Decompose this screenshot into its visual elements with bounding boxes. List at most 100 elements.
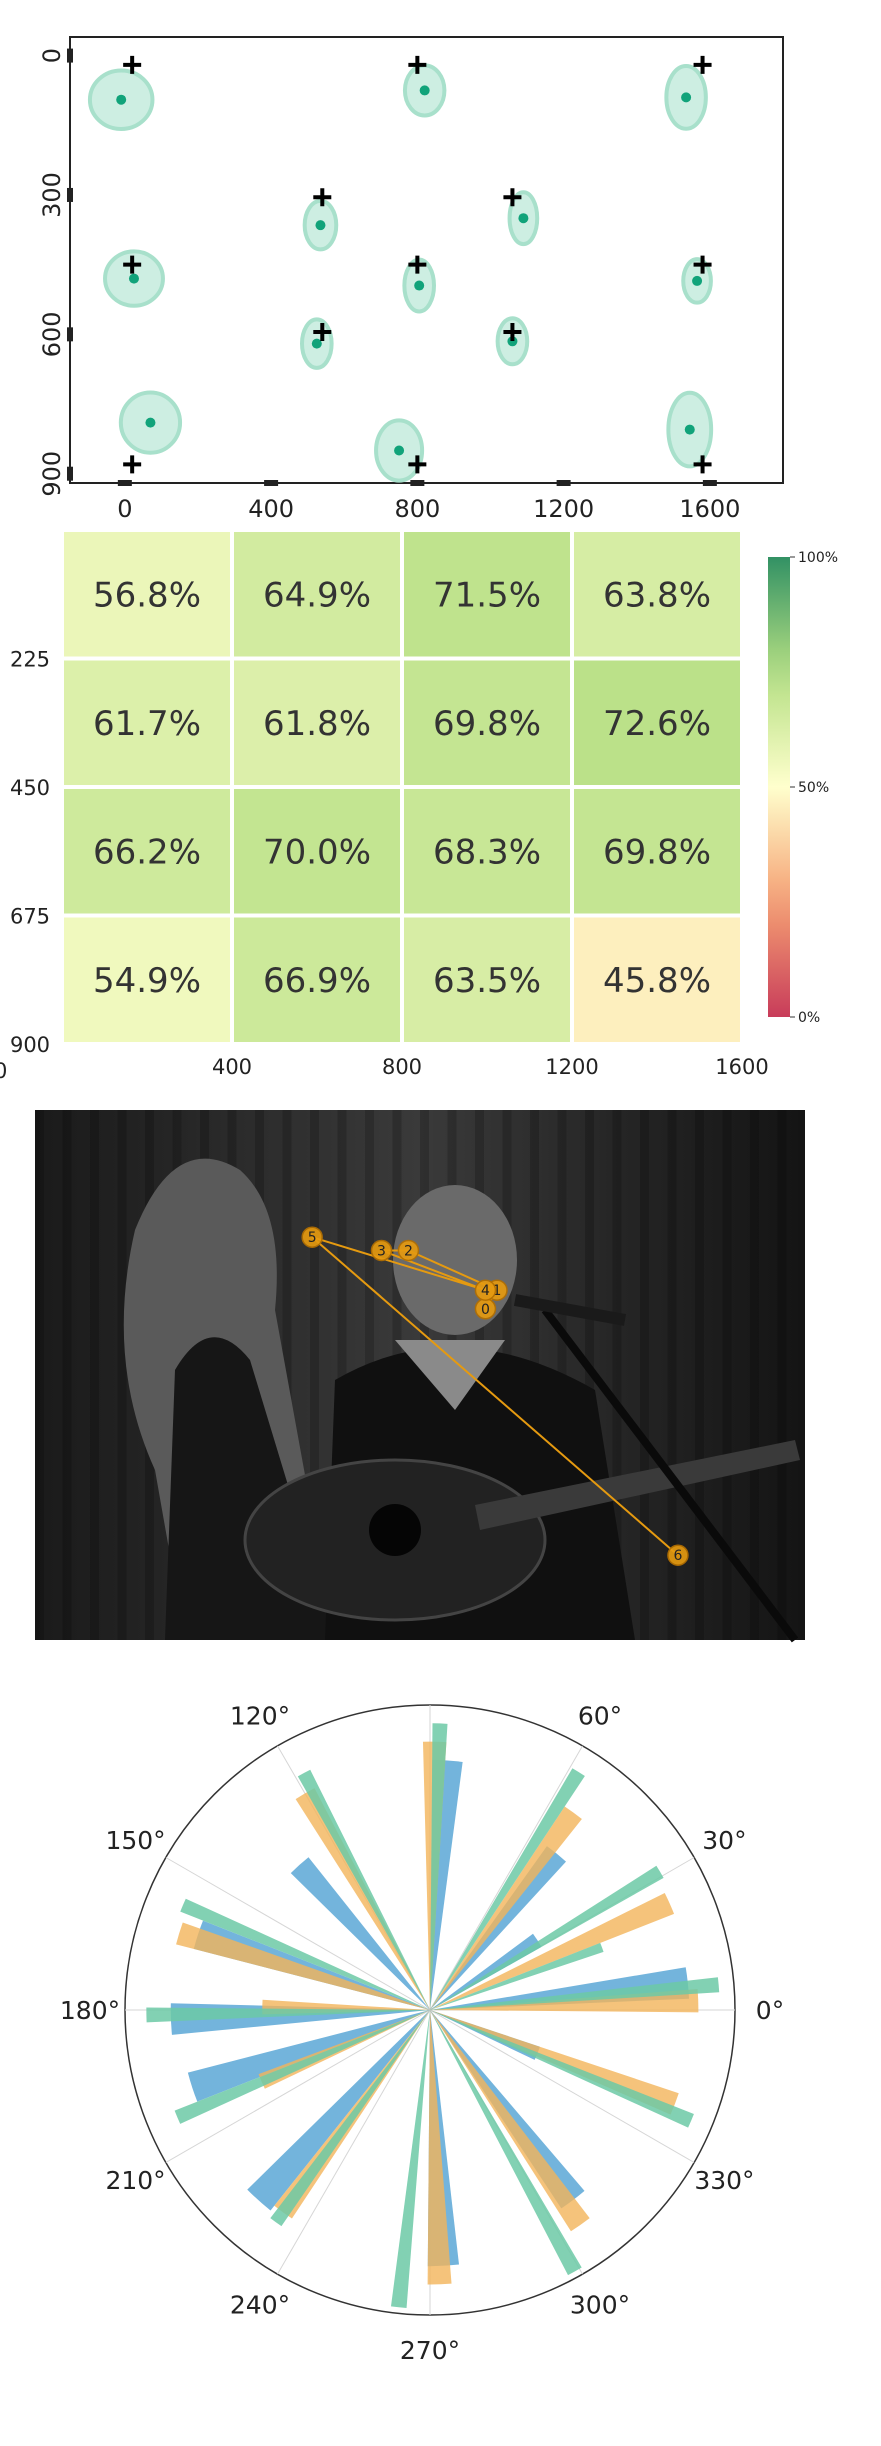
target-cross [408, 255, 427, 274]
gaze-point [128, 273, 139, 284]
angle-tick-label: 330° [694, 2166, 754, 2195]
gaze-point [507, 336, 518, 347]
heatmap-cell [570, 528, 744, 661]
gaze-point [311, 338, 322, 349]
x-tick-label: 1600 [679, 495, 740, 520]
heatmap-cell-label: 61.7% [93, 704, 201, 744]
polar-bar [430, 1933, 542, 2010]
polar-bar [430, 1892, 675, 2010]
x-tick-label: 1200 [533, 495, 594, 520]
fixation-point [370, 1239, 393, 1262]
gaze-point [518, 213, 529, 224]
heatmap-cell [570, 785, 744, 918]
heatmap-cell-label: 64.9% [263, 575, 371, 615]
angle-tick-label: 300° [570, 2290, 630, 2319]
polar-bar [297, 1769, 430, 2010]
curtain-fold [695, 1110, 704, 1640]
polar-bar [430, 1806, 582, 2010]
y-tick-label: 300 [38, 172, 66, 218]
y-tick-mark [67, 187, 73, 202]
fixation-label: 5 [308, 1230, 317, 1246]
heatmap-cell-label: 72.6% [603, 704, 711, 744]
scanpath-svg: 01 2 3 4 5 6 [35, 1110, 805, 1643]
curtain-fold [667, 1110, 677, 1640]
gaze-point [419, 85, 430, 96]
gaze-point [394, 445, 405, 456]
curtain-fold [750, 1110, 759, 1640]
fixation-label: 2 [404, 1243, 413, 1259]
curtain-fold [62, 1110, 72, 1640]
target-cross [693, 455, 712, 474]
polar-bar [430, 2010, 590, 2232]
heatmap-cell [570, 656, 744, 789]
fixation-label: 4 [481, 1283, 490, 1299]
heatmap-cell-label: 63.8% [603, 575, 711, 615]
heatmap-cell-label: 54.9% [93, 961, 201, 1001]
colorbar [768, 557, 790, 1017]
mic-stand [541, 1307, 799, 1643]
curtain-fold [337, 1110, 347, 1640]
gaze-estimate-svg: 0 400 800 1200 1600 0 300 600 900 [38, 36, 784, 520]
heatmap-cell-label: 45.8% [603, 961, 711, 1001]
angle-tick-label: 60° [578, 1702, 622, 1731]
fixation-point [301, 1226, 323, 1248]
y-tick-label: 675 [10, 905, 50, 929]
x-tick-label: 400 [212, 1055, 252, 1079]
gaze-point [692, 275, 703, 286]
curtain-fold [282, 1110, 292, 1640]
heatmap-cell [400, 528, 574, 661]
gaze-point [145, 417, 156, 428]
polar-bar [430, 1942, 604, 2010]
gaze-estimate-chart: 0 400 800 1200 1600 0 300 600 900 [0, 0, 881, 520]
angle-tick-label: 30° [702, 1826, 746, 1855]
curtain-fold [35, 1110, 44, 1640]
accuracy-heatmap: 56.8% 64.9% 71.5% 63.8% 61.7% 61.8% 69.8% 72.6%… [0, 520, 881, 1110]
angle-tick-label: 0° [756, 1996, 784, 2025]
colorbar-tick-label: 0% [798, 1010, 820, 1026]
fixation-point [397, 1239, 420, 1262]
curtain-fold [612, 1110, 622, 1640]
polar-gridline [165, 2009, 431, 2163]
accuracy-heatmap-svg: 56.8% 64.9% 71.5% 63.8% 61.7% 61.8% 69.8% 72.6%… [0, 528, 838, 1083]
heatmap-cell [230, 656, 404, 789]
heatmap-cell-label: 69.8% [603, 832, 711, 872]
polar-bar [430, 1977, 720, 2010]
target-cross [693, 55, 712, 74]
angle-tick-label: 120° [230, 1702, 290, 1731]
y-tick-label: 900 [38, 451, 66, 497]
y-tick-label: 0 [38, 48, 66, 63]
angle-tick-label: 270° [400, 2336, 460, 2365]
heatmap-cell-label: 66.2% [93, 832, 201, 872]
x-tick-mark [556, 480, 571, 486]
target-cross [123, 55, 142, 74]
x-tick-mark [410, 480, 425, 486]
guitar-neck [475, 1440, 800, 1530]
fixation-label: 6 [673, 1548, 682, 1564]
curtain-fold [117, 1110, 127, 1640]
x-origin-label: 0 [0, 1059, 7, 1083]
polar-bar [430, 1846, 566, 2010]
y-tick-mark [67, 327, 73, 342]
heatmap-cell-label: 68.3% [433, 832, 541, 872]
polar-bar [390, 2010, 430, 2308]
curtain-fold [722, 1110, 732, 1640]
man-neck [395, 1340, 505, 1410]
polar-bar [290, 1857, 430, 2010]
heatmap-cell-label: 71.5% [433, 575, 541, 615]
heatmap-cell-label: 70.0% [263, 832, 371, 872]
polar-bar [295, 1788, 430, 2010]
target-cross [408, 455, 427, 474]
gaze-point [684, 424, 695, 435]
heatmap-cell-label: 69.8% [433, 704, 541, 744]
polar-gridline [429, 2009, 695, 2163]
target-cross [408, 55, 427, 74]
x-tick-label: 400 [248, 495, 294, 520]
polar-bar [270, 2010, 430, 2227]
curtain-fold [310, 1110, 319, 1640]
polar-bar [258, 2010, 430, 2089]
polar-bar [430, 2010, 585, 2209]
polar-bar [430, 2010, 582, 2276]
polar-bar [193, 1920, 430, 2010]
heatmap-cell [400, 913, 574, 1046]
